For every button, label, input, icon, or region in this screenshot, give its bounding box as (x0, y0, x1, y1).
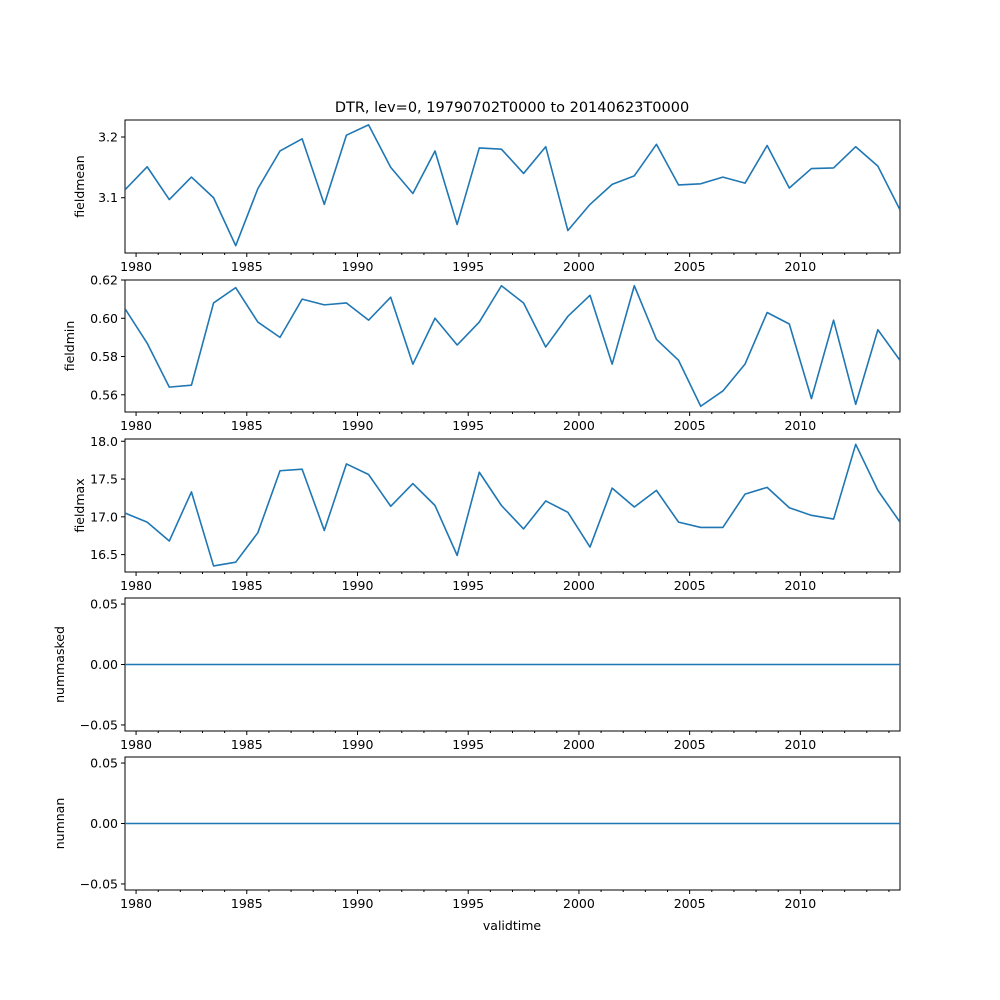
subplot-stack: 1980 1985 1990 1995 2000 2005 2010 3.1 3.2 fieldm… (52, 119, 901, 911)
x-tick-label: 1985 (231, 578, 263, 593)
x-tick-label: 2010 (784, 259, 816, 274)
x-tick-label: 1985 (231, 737, 263, 752)
x-tick-label: 1995 (452, 418, 484, 433)
x-tick-label: 2010 (784, 418, 816, 433)
x-tick-label: 2000 (563, 737, 595, 752)
y-tick-label: 16.5 (90, 547, 118, 562)
y-tick-label: 17.5 (90, 472, 118, 487)
x-tick-label: 2005 (674, 418, 706, 433)
x-tick-label: 2005 (674, 259, 706, 274)
x-tick-label: 2000 (563, 259, 595, 274)
x-tick-label: 1990 (342, 259, 374, 274)
x-tick-label: 1990 (342, 418, 374, 433)
y-axis-label: fieldmin (62, 321, 77, 372)
subplot-nummasked: 1980 1985 1990 1995 2000 2005 2010 −0.05 0.00 0.0… (52, 597, 901, 752)
x-tick-label: 1995 (452, 737, 484, 752)
plot-frame (124, 438, 901, 573)
x-tick-label: 1995 (452, 259, 484, 274)
y-tick-label: 0.58 (90, 349, 118, 364)
series-line-fieldmin (125, 284, 900, 408)
x-tick-label: 1985 (231, 259, 263, 274)
x-tick-label: 1995 (452, 578, 484, 593)
subplot-fieldmax: 1980 1985 1990 1995 2000 2005 2010 16.5 17.0 17.5… (72, 434, 901, 593)
y-axis-label: fieldmean (72, 155, 87, 217)
y-tick-label: 18.0 (90, 434, 118, 449)
x-tick-label: 1995 (452, 896, 484, 911)
x-tick-label: 2005 (674, 578, 706, 593)
x-tick-label: 1990 (342, 896, 374, 911)
x-tick-label: 1990 (342, 578, 374, 593)
y-tick-label: 0.60 (90, 311, 118, 326)
series-line-fieldmax (125, 443, 900, 567)
y-tick-label: 0.05 (90, 597, 118, 612)
y-tick-label: 0.56 (90, 387, 118, 402)
x-tick-label: 1985 (231, 896, 263, 911)
subplot-fieldmean: 1980 1985 1990 1995 2000 2005 2010 3.1 3.2 fieldm… (72, 119, 901, 274)
y-tick-label: 0.00 (90, 657, 118, 672)
x-tick-label: 2000 (563, 578, 595, 593)
x-tick-label: 1990 (342, 737, 374, 752)
y-axis-label: nummasked (52, 626, 67, 703)
x-tick-label: 1980 (120, 259, 152, 274)
plot-frame (124, 279, 901, 413)
x-tick-label: 2000 (563, 418, 595, 433)
y-tick-label: 3.2 (98, 130, 118, 145)
y-tick-label: 17.0 (90, 509, 118, 524)
y-tick-label: 3.1 (98, 190, 118, 205)
x-tick-label: 1980 (120, 896, 152, 911)
y-tick-label: 0.62 (90, 273, 118, 288)
subplot-numnan: 1980 1985 1990 1995 2000 2005 2010 −0.05 0.00 0.0… (52, 756, 901, 911)
y-axis-label: numnan (52, 798, 67, 850)
y-axis-label: fieldmax (72, 478, 87, 532)
y-tick-label: −0.05 (80, 717, 118, 732)
x-tick-label: 2010 (784, 896, 816, 911)
subplot-fieldmin: 1980 1985 1990 1995 2000 2005 2010 0.56 0.58 0.60… (62, 273, 901, 433)
x-tick-label: 2005 (674, 896, 706, 911)
x-tick-label: 2010 (784, 578, 816, 593)
x-tick-label: 2005 (674, 737, 706, 752)
y-tick-label: −0.05 (80, 876, 118, 891)
y-tick-label: 0.05 (90, 756, 118, 771)
x-axis-label: validtime (483, 918, 541, 933)
x-tick-label: 1980 (120, 578, 152, 593)
x-tick-label: 2010 (784, 737, 816, 752)
x-tick-label: 1980 (120, 418, 152, 433)
y-tick-label: 0.00 (90, 816, 118, 831)
series-line-fieldmean (125, 124, 900, 247)
x-tick-label: 1980 (120, 737, 152, 752)
chart-title: DTR, lev=0, 19790702T0000 to 20140623T00… (335, 100, 689, 116)
x-tick-label: 1985 (231, 418, 263, 433)
x-tick-label: 2000 (563, 896, 595, 911)
